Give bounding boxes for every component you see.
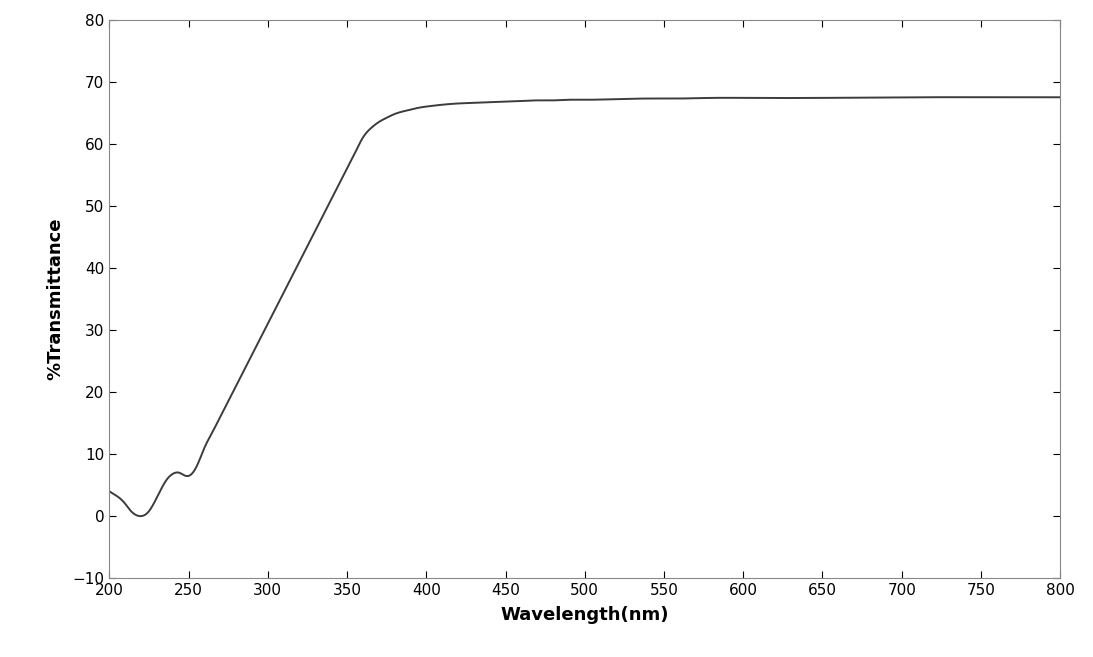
Y-axis label: %Transmittance: %Transmittance bbox=[46, 217, 64, 380]
X-axis label: Wavelength(nm): Wavelength(nm) bbox=[501, 606, 669, 624]
